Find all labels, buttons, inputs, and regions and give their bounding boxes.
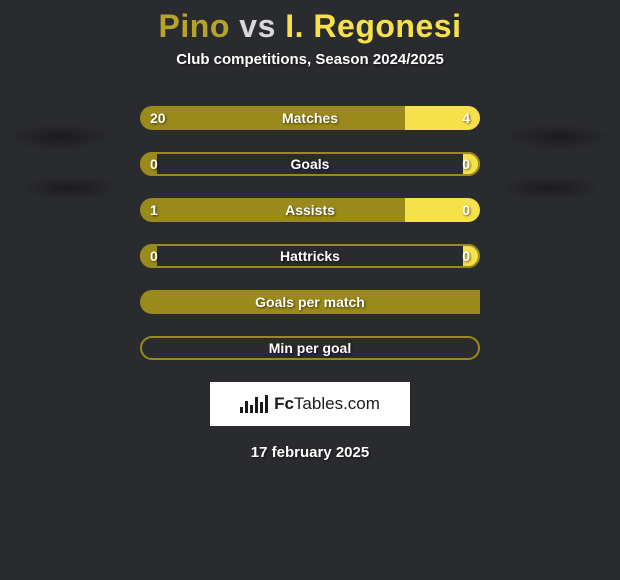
logo-text-b: Tables bbox=[294, 394, 343, 413]
shadow-ellipse bbox=[498, 176, 602, 200]
bar-label: Hattricks bbox=[280, 248, 340, 264]
bar-label: Min per goal bbox=[269, 340, 351, 356]
logo-text: FcTables.com bbox=[274, 394, 380, 414]
bar-left-value: 1 bbox=[150, 202, 158, 218]
shadow-ellipse bbox=[6, 124, 114, 150]
bar-left-value: 0 bbox=[150, 156, 158, 172]
bar-label: Assists bbox=[285, 202, 335, 218]
bar-left-value: 20 bbox=[150, 110, 166, 126]
bar-right-value: 0 bbox=[462, 248, 470, 264]
shadow-ellipse bbox=[504, 124, 612, 150]
fctables-logo: FcTables.com bbox=[210, 382, 410, 426]
bar-right-value: 4 bbox=[462, 110, 470, 126]
stat-row: Goals per match bbox=[140, 290, 480, 314]
stat-row: Hattricks 0 0 bbox=[140, 244, 480, 268]
bar-right-value: 0 bbox=[462, 202, 470, 218]
bar-label: Matches bbox=[282, 110, 338, 126]
bar-left-segment bbox=[140, 198, 405, 222]
shadow-ellipse bbox=[20, 176, 120, 200]
logo-text-a: Fc bbox=[274, 394, 294, 413]
bar-right-value: 0 bbox=[462, 156, 470, 172]
stat-row: Matches 20 4 bbox=[140, 106, 480, 130]
subtitle: Club competitions, Season 2024/2025 bbox=[0, 51, 620, 68]
stat-row: Min per goal bbox=[140, 336, 480, 360]
stat-row: Goals 0 0 bbox=[140, 152, 480, 176]
title-left: Pino bbox=[159, 8, 230, 44]
bar-left-segment bbox=[140, 106, 405, 130]
date: 17 february 2025 bbox=[0, 444, 620, 461]
title-right: I. Regonesi bbox=[285, 8, 461, 44]
title-vs: vs bbox=[230, 8, 285, 44]
bar-label: Goals per match bbox=[255, 294, 365, 310]
chart-icon bbox=[240, 395, 268, 413]
bar-label: Goals bbox=[291, 156, 330, 172]
logo-text-c: .com bbox=[343, 394, 380, 413]
stat-row: Assists 1 0 bbox=[140, 198, 480, 222]
bar-left-value: 0 bbox=[150, 248, 158, 264]
page-title: Pino vs I. Regonesi bbox=[0, 0, 620, 45]
